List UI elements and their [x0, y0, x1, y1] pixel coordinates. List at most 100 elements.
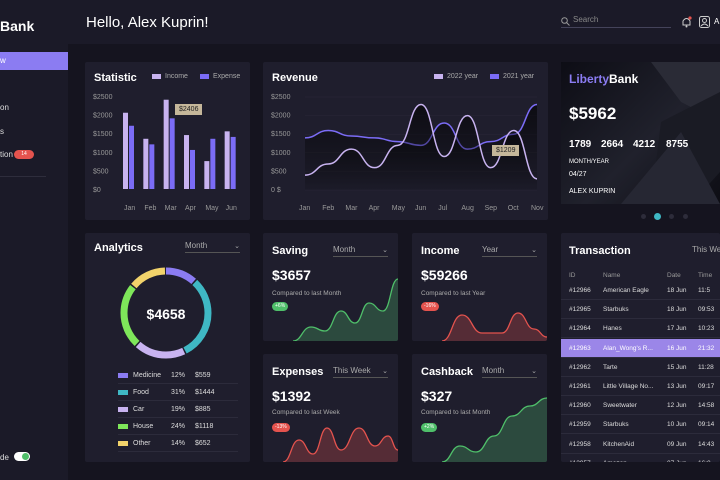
bar-expense — [149, 144, 155, 189]
bell-icon[interactable] — [681, 16, 692, 28]
sidebar — [0, 0, 68, 480]
table-cell: Hanes — [603, 325, 622, 333]
cashback-compare: Compared to last Month — [421, 409, 491, 416]
table-row[interactable]: #12960 Sweetwater 12 Jun 14:58 — [561, 396, 720, 416]
dark-mode-label: de — [0, 453, 9, 462]
table-cell: 12 Jun — [667, 402, 687, 410]
statistic-chart: $2500 $2000 $1500 $1000 $500 $0 Jan Feb Mar Apr Ma… — [93, 94, 237, 212]
user-icon[interactable] — [699, 16, 710, 28]
carousel-dot-active[interactable] — [654, 213, 661, 220]
carousel-dot[interactable] — [683, 214, 688, 219]
expenses-period-dropdown[interactable]: This Week ⌄ — [333, 366, 388, 378]
table-row[interactable]: #12959 Starbuks 10 Jun 09:14 — [561, 415, 720, 435]
table-row[interactable]: #12966 American Eagle 18 Jun 11:5 — [561, 281, 720, 300]
income-period-dropdown[interactable]: Year ⌄ — [482, 245, 537, 257]
card-number-4: 8755 — [666, 139, 689, 150]
income-sparkline — [412, 312, 547, 341]
table-cell: 07 Jun — [667, 460, 687, 462]
table-cell: 11:5 — [698, 287, 711, 294]
chevron-down-icon: ⌄ — [531, 247, 537, 254]
legend-percent: 24% — [171, 423, 186, 430]
table-cell: Alan_Wong's R... — [603, 344, 653, 352]
table-cell: #12963 — [569, 344, 591, 352]
dropdown-value: Month — [482, 366, 505, 375]
card-brand-bank: Bank — [609, 72, 639, 86]
table-cell: KitchenAid — [603, 440, 635, 448]
saving-period-dropdown[interactable]: Month ⌄ — [333, 245, 388, 257]
x-tick-label: Sep — [485, 205, 498, 212]
table-cell: 21:32 — [698, 344, 715, 352]
table-row[interactable]: #12958 KitchenAid 09 Jun 14:43 — [561, 435, 720, 454]
sparkline-area — [263, 428, 398, 462]
chevron-down-icon: ⌄ — [382, 247, 388, 254]
card-number-1: 1789 — [569, 139, 592, 150]
revenue-legend-2022: 2022 year — [434, 73, 478, 80]
statistic-legend-expense: Expense — [200, 73, 240, 80]
sidebar-item-4[interactable]: tion — [0, 150, 13, 159]
saving-card — [263, 233, 398, 341]
bar-expense — [230, 136, 236, 189]
table-cell: #12957 — [569, 460, 591, 462]
x-tick-label: Jan — [299, 205, 310, 212]
y-tick-label: $500 — [93, 168, 109, 175]
column-header[interactable]: ID — [569, 272, 576, 279]
bank-card[interactable] — [561, 62, 720, 204]
y-tick-label: $2000 — [271, 113, 291, 120]
transaction-period-dropdown[interactable]: This We — [692, 245, 720, 254]
analytics-legend-row: Car 19% $885 — [118, 402, 238, 418]
table-header: ID Name Date Time — [561, 266, 720, 285]
sidebar-item-3[interactable]: s — [0, 127, 4, 136]
user-name[interactable]: A — [714, 17, 720, 26]
x-tick-label: Feb — [144, 205, 156, 212]
table-cell: 15 Jun — [667, 363, 687, 371]
dropdown-value: This Week — [333, 366, 371, 375]
table-cell: 10 Jun — [667, 421, 687, 429]
carousel-dot[interactable] — [641, 214, 646, 219]
sidebar-item-active[interactable]: w — [0, 52, 68, 70]
transaction-card: ID Name Date Time #12966 American Eagle 18 Jun… — [561, 233, 720, 462]
expenses-sparkline — [263, 427, 398, 462]
sidebar-item-2[interactable]: on — [0, 103, 9, 112]
donut-slice-food — [120, 267, 212, 359]
table-row[interactable]: #12965 Starbuks 18 Jun 09:53 — [561, 300, 720, 320]
legend-label: Food — [133, 389, 149, 396]
income-card — [412, 233, 547, 341]
column-header[interactable]: Name — [603, 272, 621, 279]
sparkline-area — [263, 279, 398, 341]
cashback-badge: +2% — [421, 423, 438, 432]
table-cell: American Eagle — [603, 287, 649, 294]
table-row[interactable]: #12961 Little Village No... 13 Jun 09:17 — [561, 377, 720, 396]
table-row[interactable]: #12962 Tarte 15 Jun 11:28 — [561, 358, 720, 377]
legend-amount: $1118 — [195, 423, 214, 430]
search-placeholder: Search — [573, 15, 599, 24]
saving-badge: +6% — [272, 302, 289, 311]
table-cell: #12959 — [569, 421, 591, 429]
sparkline-line — [282, 427, 398, 462]
table-cell: #12962 — [569, 363, 591, 371]
bar-income — [204, 161, 210, 189]
analytics-legend-row: House 24% $1118 — [118, 419, 238, 435]
table-row[interactable]: #12964 Hanes 17 Jun 10:23 — [561, 319, 720, 339]
chevron-down-icon: ⌄ — [531, 368, 537, 375]
saving-sparkline — [263, 278, 398, 341]
table-row[interactable]: #12963 Alan_Wong's R... 16 Jun 21:32 — [561, 338, 720, 358]
column-header[interactable]: Date — [667, 272, 681, 279]
saving-title: Saving — [272, 245, 309, 257]
card-brand: LibertyBank — [569, 72, 638, 86]
x-tick-label: Oct — [508, 205, 519, 212]
carousel-dot[interactable] — [669, 214, 674, 219]
table-row[interactable]: #12957 Amazon 07 Jun 16:0 — [561, 454, 720, 462]
analytics-title: Analytics — [94, 242, 143, 254]
bar-income — [224, 131, 230, 189]
dropdown-value: Year — [482, 245, 499, 254]
cashback-period-dropdown[interactable]: Month ⌄ — [482, 366, 537, 378]
column-header[interactable]: Time — [698, 272, 713, 279]
analytics-period-dropdown[interactable]: Month ⌄ — [185, 241, 240, 253]
search-input[interactable]: Search — [561, 15, 671, 28]
y-tick-label: $2500 — [271, 94, 291, 101]
saving-value: $3657 — [272, 267, 311, 283]
cashback-title: Cashback — [421, 366, 473, 378]
donut-slice-medicine — [120, 267, 212, 359]
cashback-value: $327 — [421, 388, 453, 404]
expenses-compare: Compared to last Week — [272, 409, 340, 416]
